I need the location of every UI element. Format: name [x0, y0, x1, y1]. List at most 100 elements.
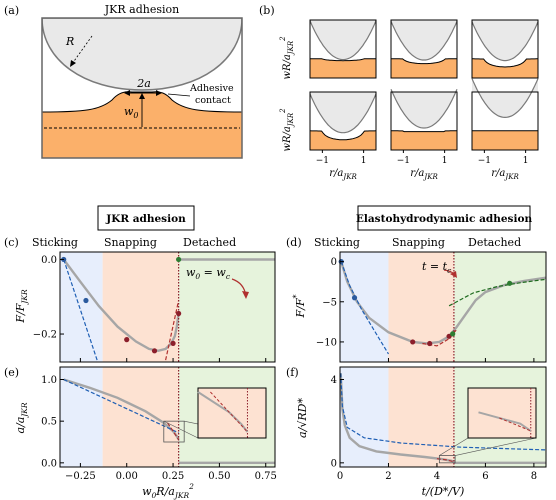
panel-b-letter: (b): [259, 4, 275, 17]
substrate-fill: [310, 58, 376, 78]
x-tick-label: 2: [385, 471, 391, 482]
x-tick-label: 4: [434, 471, 440, 482]
x-tick-label: 1: [361, 156, 367, 166]
substrate-surface: [391, 130, 457, 133]
data-point: [83, 297, 89, 304]
data-point: [176, 256, 182, 263]
sphere-outline: [471, 78, 539, 119]
panel-c-letter: (c): [4, 236, 19, 249]
panel-d-letter: (d): [286, 236, 302, 249]
inset-frame: [197, 387, 267, 439]
substrate-surface: [391, 58, 457, 65]
shape-frame: [471, 19, 539, 79]
inset-source-box: [438, 455, 456, 464]
label-contact-2: contact: [195, 95, 231, 106]
label-R: R: [65, 35, 74, 48]
series-blue_dash: [340, 261, 390, 355]
panel-c: 0.0 −0.2: [33, 251, 276, 363]
xlabel-main: r/a: [410, 168, 424, 179]
inset-series: [478, 411, 532, 432]
axes-frame: [339, 251, 547, 363]
shape-cell: [309, 19, 377, 79]
region-sticking-bg: [60, 252, 103, 362]
x-tick-label: −1: [478, 156, 491, 166]
inset-frame: [467, 387, 537, 439]
sphere-outline: [390, 88, 458, 129]
data-point: [351, 295, 358, 301]
inset-source-box: [163, 420, 185, 443]
y-tick-label: 4: [331, 375, 337, 386]
y-tick-label: −0.2: [33, 330, 57, 341]
panel-a: (a) JKR adhesion R 2a w0 Adhesive contac…: [4, 3, 243, 159]
substrate-surface: [310, 58, 376, 62]
substrate-fill: [391, 130, 457, 150]
substrate-fill: [391, 58, 457, 78]
panel-b: (b) −1 1r/aJKR−1 1r/aJKR−1 1r/aJKR wR/aJKR2…: [259, 4, 539, 181]
shape-frame: [309, 91, 377, 151]
series-gray: [340, 261, 546, 345]
annotation-arrowhead: [450, 271, 457, 278]
label-contact-1: Adhesive: [189, 83, 234, 94]
inset-series: [499, 417, 531, 432]
data-point: [507, 280, 513, 286]
x-tick-label: 0.00: [116, 471, 138, 482]
contact-pointer: [167, 93, 191, 97]
contact-width-arrowhead-right: [156, 90, 162, 96]
header-right-box: [357, 205, 531, 231]
axes-frame: [59, 251, 276, 363]
shape-cell: −1 1 r/aJKR: [471, 78, 539, 181]
y-tick-label: 1.0: [41, 375, 57, 386]
panel-f-ylabel: a/√RD*: [296, 398, 309, 438]
region-detached-bg: [178, 252, 275, 362]
data-point: [176, 310, 182, 317]
shape-frame: [390, 91, 458, 151]
substrate-surface: [309, 130, 377, 141]
radius-arrow-head: [70, 60, 76, 67]
panel-b-xlabel: r/aJKR: [329, 168, 357, 181]
panel-a-frame: [41, 17, 243, 159]
data-point: [427, 340, 433, 347]
y-tick-label: 0.5: [41, 417, 57, 428]
x-tick-label: 0: [337, 471, 343, 482]
xlabel-main: r/a: [329, 168, 343, 179]
panel-a-title: JKR adhesion: [104, 3, 179, 16]
sphere-fill: [310, 92, 376, 133]
y-tick-label: −5: [322, 297, 337, 308]
radius-arrow: [71, 35, 93, 65]
panel-e-xlabel: w0R/aJKR2: [142, 482, 194, 500]
sphere-outline: [309, 20, 377, 61]
panel-b-ylabel-bottom: wR/aJKR2: [279, 108, 295, 152]
header-left: JKR adhesion: [105, 213, 186, 225]
region-detached-right: Detached: [468, 236, 521, 249]
y-tick-label: 0.0: [41, 255, 57, 266]
series-blue_dash: [340, 373, 546, 451]
panel-f: 4 00 2 4 6 8: [331, 366, 547, 482]
region-sticking-bg: [340, 252, 389, 362]
sphere-outline: [309, 93, 377, 134]
region-snapping-bg: [102, 367, 179, 467]
xlabel-sub: JKR: [341, 173, 357, 181]
data-point: [151, 348, 158, 354]
y-tick-label: 0: [331, 257, 337, 268]
x-tick-label: 6: [482, 471, 488, 482]
substrate-fill: [472, 58, 538, 78]
region-sticking-bg: [340, 367, 389, 467]
substrate-surface: [472, 58, 538, 68]
x-tick-label: 0.75: [255, 471, 277, 482]
inset-connector: [163, 420, 199, 439]
series-red_dash: [165, 300, 180, 361]
data-point: [124, 337, 130, 343]
series-blue_dash: [63, 378, 179, 434]
shape-frame: [471, 91, 539, 151]
x-tick-label: 0.50: [208, 471, 230, 482]
substrate-fill: [310, 130, 376, 150]
panel-b-xlabel: r/aJKR: [491, 168, 519, 181]
x-tick-label: 0.25: [162, 471, 184, 482]
region-sticking-right: Sticking: [314, 236, 360, 249]
label-w0: w0: [124, 105, 139, 120]
series-green_dash: [448, 278, 546, 307]
annotation-arrowhead: [242, 291, 249, 299]
region-sticking-bg: [60, 367, 103, 467]
x-tick-label: 1: [442, 156, 448, 166]
